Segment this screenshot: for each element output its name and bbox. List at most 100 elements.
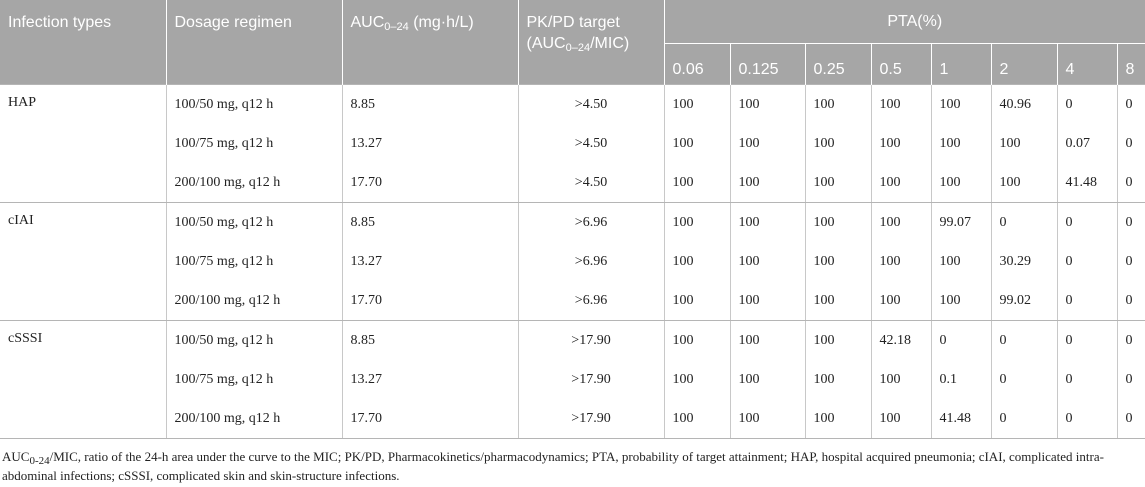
pta-value-cell: 100	[663, 360, 730, 399]
pta-value-cell: 100	[804, 124, 871, 163]
auc-cell: 17.70	[341, 399, 518, 439]
pkpd-target-cell: >4.50	[517, 124, 664, 163]
pta-value-cell: 100	[990, 163, 1057, 203]
header-mic-value: 0.25	[804, 43, 871, 85]
auc-cell: 13.27	[341, 360, 518, 399]
infection-type-cell: cSSSI	[0, 320, 166, 439]
pta-value-cell: 100	[870, 281, 931, 321]
pta-value-cell: 100	[870, 360, 931, 399]
pta-value-cell: 0	[1116, 84, 1145, 124]
auc-cell: 17.70	[341, 281, 518, 321]
pta-value-cell: 0	[1116, 320, 1145, 360]
pta-value-cell: 41.48	[930, 399, 991, 439]
pta-value-cell: 100	[870, 399, 931, 439]
pta-value-cell: 41.48	[1056, 163, 1117, 203]
header-mic-value: 1	[930, 43, 991, 85]
table-row: 100/75 mg, q12 h 13.27 >17.90 100 100 100 100 0…	[0, 360, 1145, 399]
pta-value-cell: 0	[1116, 163, 1145, 203]
infection-type-cell: HAP	[0, 84, 166, 203]
pta-value-cell: 0	[1116, 124, 1145, 163]
pta-value-cell: 100	[729, 360, 805, 399]
header-mic-value: 2	[990, 43, 1057, 85]
auc-cell: 13.27	[341, 242, 518, 281]
pta-value-cell: 100	[663, 84, 730, 124]
pta-value-cell: 100	[930, 124, 991, 163]
pta-value-cell: 100	[729, 320, 805, 360]
header-pkpd-target: PK/PD target (AUC0–24/MIC)	[517, 0, 664, 85]
pta-value-cell: 0	[1116, 281, 1145, 321]
table-row: cSSSI 100/50 mg, q12 h 8.85 >17.90 100 100 100…	[0, 320, 1145, 439]
pta-value-cell: 0	[1116, 242, 1145, 281]
pta-value-cell: 100	[663, 124, 730, 163]
table-row: 200/100 mg, q12 h 17.70 >4.50 100 100 100 100 1…	[0, 163, 1145, 203]
pta-value-cell: 0	[990, 202, 1057, 242]
table-row: 200/100 mg, q12 h 17.70 >6.96 100 100 100 100 1…	[0, 281, 1145, 321]
pta-value-cell: 99.07	[930, 202, 991, 242]
header-dosage-regimen: Dosage regimen	[165, 0, 342, 85]
pta-value-cell: 0	[1056, 242, 1117, 281]
pta-value-cell: 100	[990, 124, 1057, 163]
pta-value-cell: 100	[804, 281, 871, 321]
pta-value-cell: 100	[804, 84, 871, 124]
table-row: 200/100 mg, q12 h 17.70 >17.90 100 100 100 100…	[0, 399, 1145, 439]
pta-value-cell: 0	[990, 399, 1057, 439]
pta-value-cell: 0	[930, 320, 991, 360]
pta-value-cell: 100	[729, 163, 805, 203]
pkpd-target-cell: >6.96	[517, 202, 664, 242]
auc-cell: 17.70	[341, 163, 518, 203]
pkpd-target-cell: >4.50	[517, 163, 664, 203]
header-mic-value: 0.06	[663, 43, 730, 85]
header-mic-value: 4	[1056, 43, 1117, 85]
header-mic-value: 0.125	[729, 43, 805, 85]
pta-value-cell: 100	[663, 202, 730, 242]
dosage-cell: 100/75 mg, q12 h	[165, 124, 342, 163]
table-body: HAP 100/50 mg, q12 h 8.85 >4.50 100 100 100 100…	[0, 84, 1145, 439]
auc-cell: 8.85	[341, 84, 518, 124]
auc-cell: 8.85	[341, 320, 518, 360]
pta-value-cell: 100	[804, 242, 871, 281]
pkpd-target-cell: >6.96	[517, 242, 664, 281]
pta-value-cell: 100	[930, 242, 991, 281]
pta-value-cell: 0	[990, 360, 1057, 399]
table-row: 100/75 mg, q12 h 13.27 >4.50 100 100 100 100 10…	[0, 124, 1145, 163]
table-footnote: AUC0-24/MIC, ratio of the 24-h area unde…	[2, 449, 1104, 483]
pta-value-cell: 100	[870, 242, 931, 281]
pta-value-cell: 100	[663, 163, 730, 203]
pta-value-cell: 100	[870, 202, 931, 242]
pta-value-cell: 100	[729, 202, 805, 242]
dosage-cell: 100/75 mg, q12 h	[165, 242, 342, 281]
dosage-cell: 100/50 mg, q12 h	[165, 202, 342, 242]
header-auc: AUC0–24 (mg·h/L)	[341, 0, 518, 85]
pta-value-cell: 0.1	[930, 360, 991, 399]
pkpd-target-cell: >17.90	[517, 360, 664, 399]
infection-type-cell: cIAI	[0, 202, 166, 321]
pta-value-cell: 30.29	[990, 242, 1057, 281]
pta-value-cell: 100	[870, 84, 931, 124]
pta-value-cell: 100	[930, 84, 991, 124]
dosage-cell: 200/100 mg, q12 h	[165, 399, 342, 439]
auc-cell: 8.85	[341, 202, 518, 242]
pta-value-cell: 100	[663, 281, 730, 321]
pta-value-cell: 100	[729, 281, 805, 321]
pkpd-target-cell: >17.90	[517, 320, 664, 360]
pta-value-cell: 100	[870, 163, 931, 203]
dosage-cell: 200/100 mg, q12 h	[165, 163, 342, 203]
pta-value-cell: 0	[1116, 202, 1145, 242]
header-mic-value: 8	[1116, 43, 1145, 85]
pta-value-cell: 100	[729, 84, 805, 124]
header-infection-types: Infection types	[0, 0, 166, 85]
pta-value-cell: 0	[1056, 360, 1117, 399]
pta-value-cell: 40.96	[990, 84, 1057, 124]
pta-value-cell: 0	[1056, 399, 1117, 439]
pkpd-target-cell: >4.50	[517, 84, 664, 124]
header-pta: PTA(%)	[663, 0, 1145, 44]
dosage-cell: 200/100 mg, q12 h	[165, 281, 342, 321]
pta-value-cell: 0	[1056, 84, 1117, 124]
pta-value-cell: 0	[1056, 202, 1117, 242]
pta-value-cell: 100	[804, 320, 871, 360]
pta-value-cell: 0	[1056, 320, 1117, 360]
pta-value-cell: 100	[804, 360, 871, 399]
pta-value-cell: 100	[663, 399, 730, 439]
pta-value-cell: 100	[663, 242, 730, 281]
